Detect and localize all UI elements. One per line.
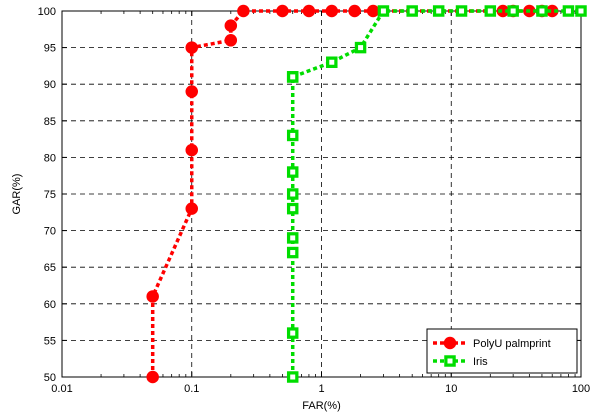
data-point-inner (290, 374, 296, 380)
y-tick-label: 95 (44, 43, 56, 55)
data-point-inner (539, 8, 545, 14)
series-2 (286, 5, 587, 383)
y-tick-label: 60 (44, 299, 56, 311)
axes-layer: 0.01 0.1 1 10 100 50 55 60 65 70 75 80 85 90 95 100 (38, 6, 591, 395)
legend-item: Iris (433, 355, 488, 368)
data-point (325, 4, 339, 18)
y-tick-label: 80 (44, 152, 56, 164)
data-point (366, 4, 380, 18)
x-tick-label: 10 (445, 383, 457, 395)
y-tick-label: 50 (44, 372, 56, 384)
data-point-inner (380, 8, 386, 14)
data-point (185, 143, 198, 157)
legend-item: PolyU palmprint (433, 336, 551, 350)
data-point-inner (358, 45, 364, 51)
data-point-inner (459, 8, 465, 14)
data-point-inner (290, 235, 296, 241)
y-tick-label: 75 (44, 189, 56, 201)
data-point (302, 4, 316, 18)
data-point-inner (578, 8, 584, 14)
x-tick-label: 1 (318, 383, 324, 395)
data-point-inner (290, 330, 296, 336)
y-tick-label: 55 (44, 335, 56, 347)
data-point (185, 85, 198, 98)
grid-layer (62, 11, 581, 377)
data-point-inner (290, 74, 296, 80)
series-layer (146, 4, 587, 384)
y-tick-label: 85 (44, 116, 56, 128)
legend-label: PolyU palmprint (473, 338, 551, 350)
data-point-inner (290, 191, 296, 197)
data-point-inner (409, 8, 415, 14)
data-point (348, 4, 361, 18)
data-point-inner (290, 250, 296, 256)
x-tick-label: 0.01 (51, 383, 72, 395)
data-point (237, 4, 250, 18)
data-point (185, 202, 198, 215)
x-axis-label: FAR(%) (302, 400, 341, 412)
data-point-inner (510, 8, 516, 14)
legend-marker (443, 336, 457, 350)
data-point (146, 290, 159, 303)
data-point (185, 41, 198, 54)
data-point-inner (290, 169, 296, 175)
y-tick-label: 100 (38, 6, 56, 18)
data-point-inner (565, 8, 571, 14)
data-point-inner (436, 8, 442, 14)
x-tick-label: 100 (572, 383, 590, 395)
x-tick-label: 0.1 (184, 383, 199, 395)
data-point-inner (487, 8, 493, 14)
y-tick-label: 90 (44, 79, 56, 91)
y-tick-label: 70 (44, 226, 56, 238)
data-point (276, 4, 289, 18)
legend: PolyU palmprint Iris (426, 328, 578, 374)
data-point (146, 370, 159, 384)
data-point (224, 34, 238, 47)
data-point-inner (290, 206, 296, 212)
legend-label: Iris (473, 356, 488, 368)
data-point-inner (329, 59, 335, 65)
data-point (224, 19, 238, 32)
data-point-inner (290, 132, 296, 138)
legend-marker-inner (447, 358, 453, 364)
y-tick-label: 65 (44, 262, 56, 274)
y-axis-label: GAR(%) (11, 174, 23, 215)
axes-box (61, 10, 582, 378)
